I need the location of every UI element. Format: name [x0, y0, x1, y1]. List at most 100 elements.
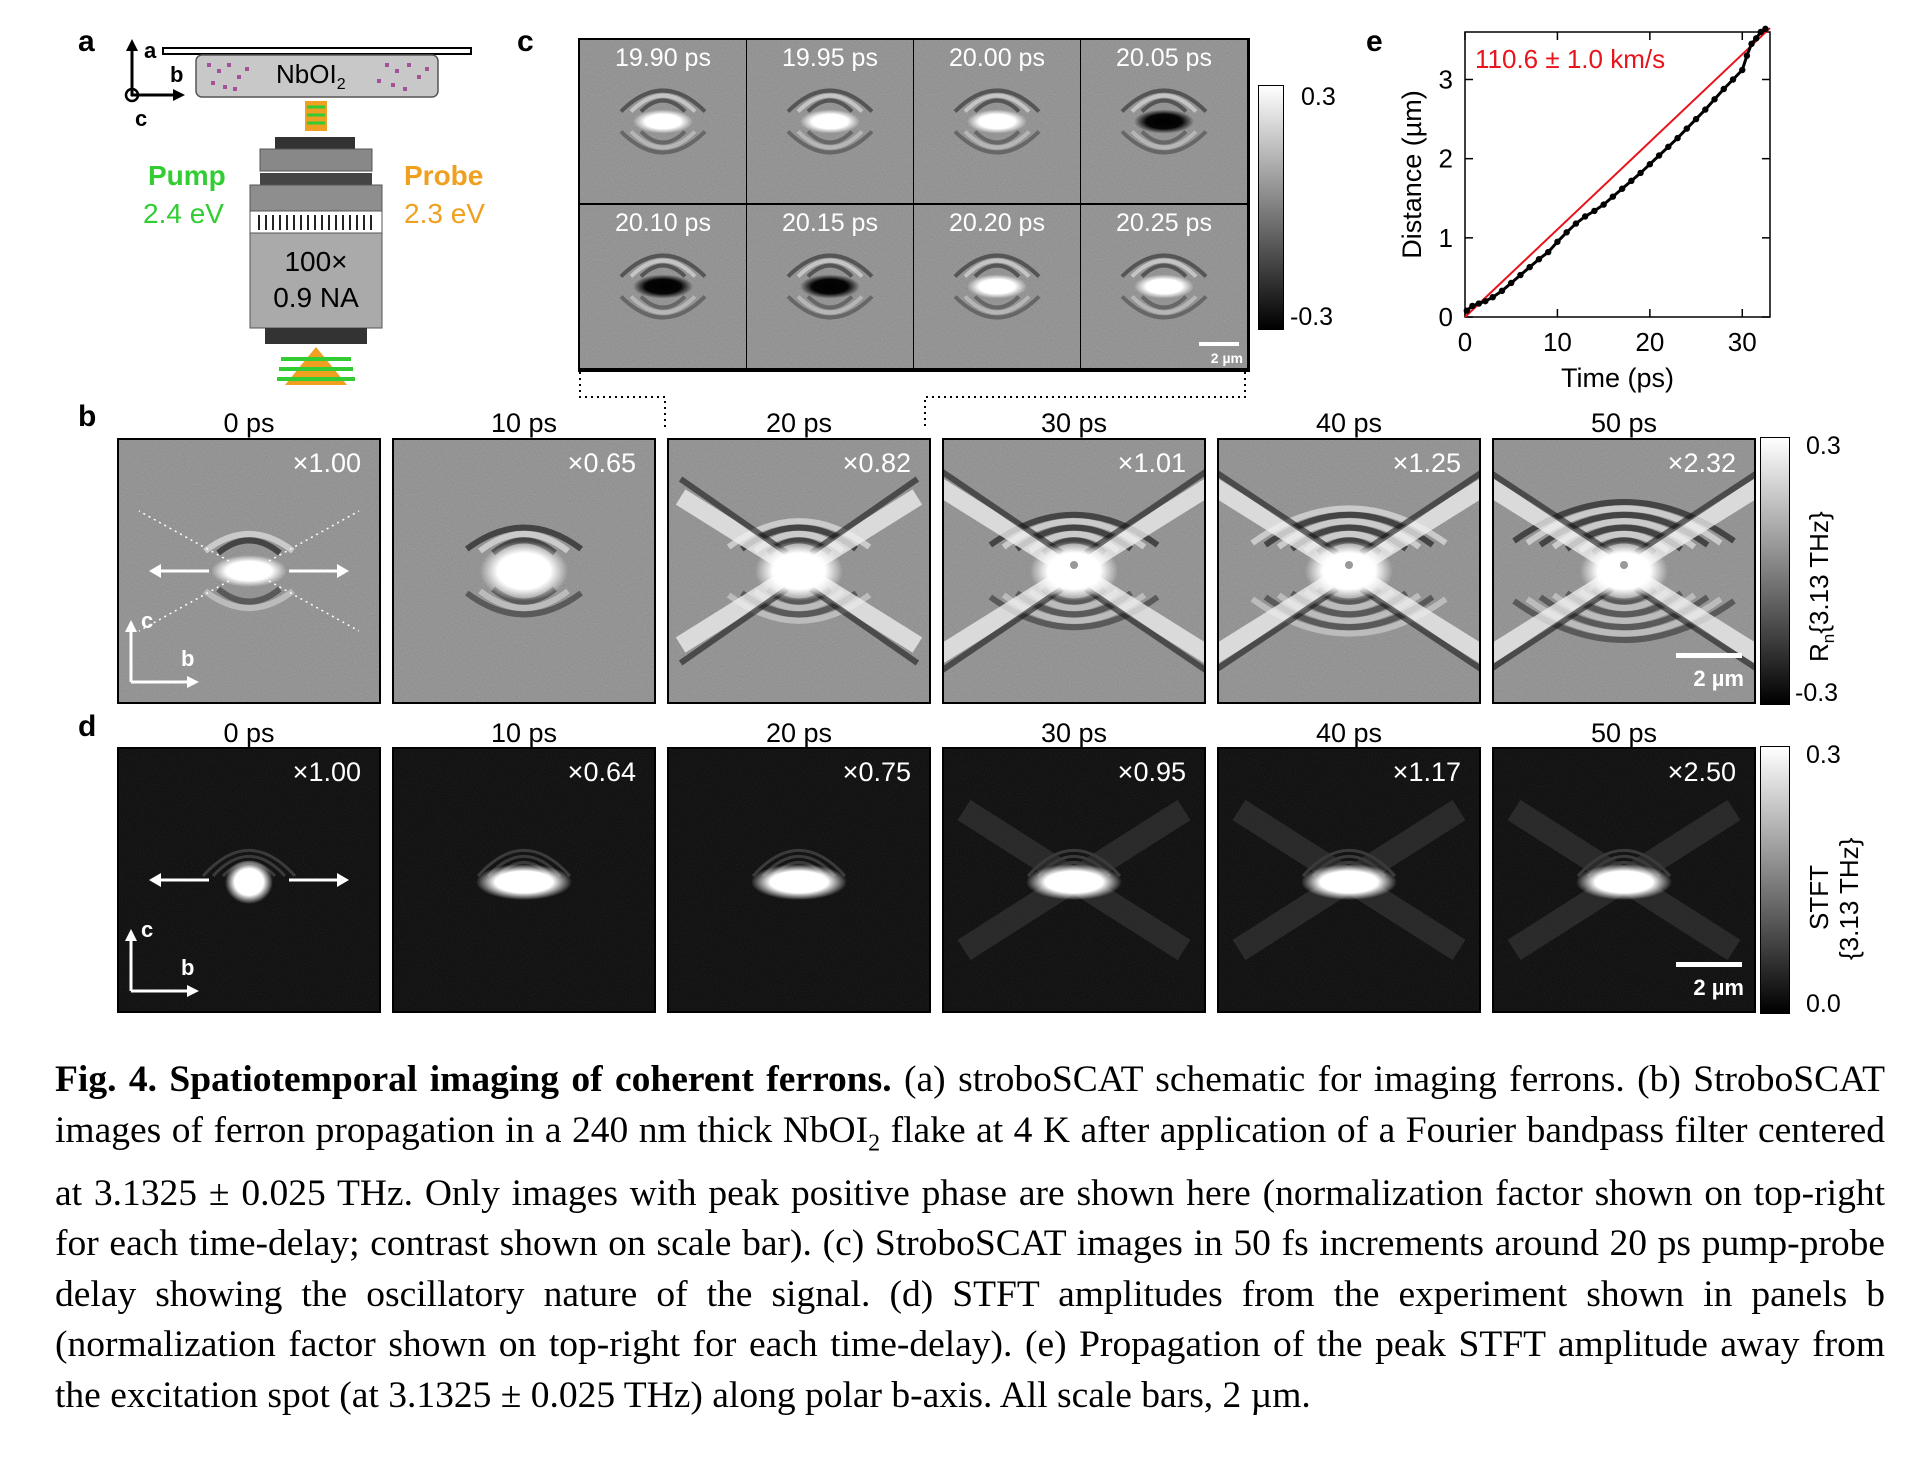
axis-c-label: c: [135, 106, 148, 131]
panel-c-scale-label: 2 µm: [1210, 350, 1243, 366]
panel-b-time-label: 20 ps: [765, 408, 833, 438]
objective-magnification: 100×: [284, 246, 348, 277]
pump-energy: 2.4 eV: [143, 198, 224, 229]
data-point: [1628, 177, 1635, 185]
probe-energy: 2.3 eV: [404, 198, 485, 229]
y-tick-label: 0: [1439, 302, 1453, 332]
axis-b-label: b: [181, 955, 195, 980]
panel-c-time-label: 19.95 ps: [782, 44, 878, 72]
data-point: [1600, 201, 1607, 208]
panel-c-connector: [579, 372, 1246, 430]
panel-b-colorbar-max: 0.3: [1806, 432, 1841, 460]
panel-c-label: c: [517, 25, 534, 58]
panel-b-time-label: 10 ps: [490, 408, 558, 438]
data-point: [1739, 66, 1746, 74]
panel-d-colorbar-label-2: {3.13 THz}: [1834, 837, 1864, 960]
panel-c-time-label: 20.15 ps: [782, 209, 878, 237]
data-point: [1711, 96, 1718, 103]
panel-d-image-tile: ×1.17: [1217, 747, 1481, 1013]
data-point: [1637, 169, 1644, 177]
panel-c-tile: 19.95 ps: [747, 40, 913, 203]
panel-d-normalization-factor: ×1.17: [1392, 757, 1461, 787]
y-tick-label: 2: [1439, 144, 1453, 174]
panel-b-image-tile: c b ×1.00: [117, 438, 381, 704]
caption-subscript: 2: [868, 1130, 881, 1156]
x-tick-label: 20: [1635, 327, 1664, 357]
data-point: [1618, 185, 1626, 192]
data-point: [1702, 106, 1709, 113]
panel-c-colorbar: [1258, 85, 1284, 330]
data-point: [1469, 302, 1476, 310]
y-tick-label: 1: [1439, 223, 1453, 253]
data-point: [1544, 248, 1552, 256]
axis-c-label: c: [141, 917, 154, 942]
panel-c-tile: 20.10 ps: [580, 205, 746, 368]
panel-c-time-label: 20.10 ps: [615, 209, 711, 237]
probe-title: Probe: [404, 160, 484, 191]
data-point: [1757, 28, 1764, 36]
panel-d-label: d: [78, 710, 97, 743]
data-point: [1508, 279, 1515, 287]
data-point: [1720, 85, 1727, 93]
panel-c-tile: 19.90 ps: [580, 40, 746, 203]
y-axis-label: Distance (µm): [1397, 90, 1427, 259]
panel-d-time-label: 30 ps: [1040, 718, 1108, 748]
panel-b-normalization-factor: ×1.00: [292, 448, 361, 478]
axis-a-label: a: [144, 38, 157, 63]
axis-b-label: b: [170, 62, 184, 87]
panel-b-normalization-factor: ×1.01: [1117, 448, 1186, 478]
panel-d-colorbar-min: 0.0: [1806, 990, 1841, 1018]
data-point: [1517, 271, 1524, 279]
panel-c-time-label: 20.05 ps: [1116, 44, 1212, 72]
panel-c-time-label: 20.25 ps: [1116, 209, 1212, 237]
data-point: [1475, 300, 1483, 307]
data-point: [1665, 143, 1672, 150]
data-point: [1683, 125, 1691, 132]
panel-c-time-label: 19.90 ps: [615, 44, 711, 72]
data-point: [1489, 294, 1496, 301]
panel-d-normalization-factor: ×2.50: [1667, 757, 1736, 787]
panel-c-tile: 20.25 ps 2 µm: [1081, 205, 1247, 368]
panel-c-tile: 20.05 ps: [1081, 40, 1247, 203]
panel-d-scale-label: 2 µm: [1693, 975, 1744, 1000]
panel-e-chart: 0 10 20 30 0 1 2 3 Time (ps) Distance (µm): [1397, 25, 1771, 393]
panel-c-tile: 20.20 ps: [914, 205, 1080, 368]
data-point: [1526, 263, 1533, 271]
panel-b-image-tile: ×1.25: [1217, 438, 1481, 704]
panel-e-label: e: [1366, 25, 1383, 58]
panel-a-label: a: [78, 25, 95, 58]
panel-b-time-label: 0 ps: [223, 408, 275, 438]
panel-b-normalization-factor: ×0.82: [842, 448, 911, 478]
panel-c-tile: 20.15 ps: [747, 205, 913, 368]
sample-label: NbOI2: [276, 59, 346, 94]
data-point: [1729, 76, 1737, 83]
data-point: [1655, 152, 1663, 159]
panel-b-image-tile: ×0.65: [392, 438, 656, 704]
data-point: [1581, 213, 1589, 220]
panel-b-colorbar-min: -0.3: [1795, 679, 1839, 707]
objective-na: 0.9 NA: [273, 282, 359, 313]
axis-b-label: b: [181, 646, 195, 671]
panel-b-time-label: 30 ps: [1040, 408, 1108, 438]
panel-d-time-label: 50 ps: [1590, 718, 1658, 748]
panel-b-colorbar-label: Rn{3.13 THz}: [1804, 511, 1839, 662]
data-point: [1554, 238, 1561, 245]
axis-c-label: c: [141, 608, 154, 633]
panel-d-colorbar-max: 0.3: [1806, 741, 1841, 769]
panel-d-image-tile: ×0.75: [667, 747, 931, 1013]
figure-caption: Fig. 4. Spatiotemporal imaging of cohere…: [55, 1055, 1885, 1421]
panel-d-scale-bar: [1676, 962, 1742, 967]
data-point: [1563, 229, 1570, 236]
panel-b-normalization-factor: ×0.65: [567, 448, 636, 478]
data-point: [1609, 193, 1617, 200]
panel-c-time-label: 20.00 ps: [949, 44, 1045, 72]
panel-d-image-tile: ×0.64: [392, 747, 656, 1013]
data-point: [1748, 40, 1755, 48]
panel-b-image-tile: ×0.82: [667, 438, 931, 704]
panel-c-scale-bar: [1199, 342, 1239, 346]
panel-d-time-label: 20 ps: [765, 718, 833, 748]
panel-b-time-label: 40 ps: [1315, 408, 1383, 438]
data-point: [1743, 52, 1751, 59]
panel-d-time-label: 0 ps: [223, 718, 275, 748]
panel-e-annotation: 110.6 ± 1.0 km/s: [1475, 44, 1666, 74]
